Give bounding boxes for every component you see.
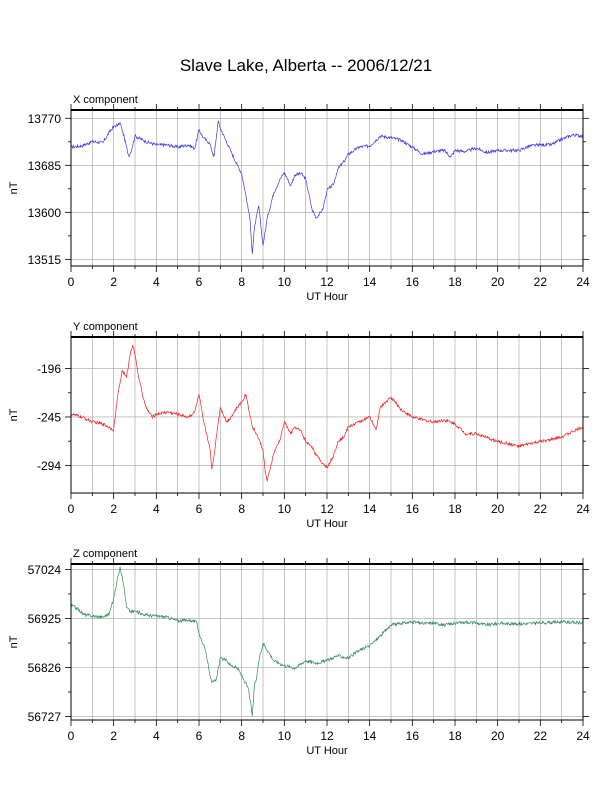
series-line <box>70 120 584 254</box>
x-tick-label: 10 <box>278 729 292 743</box>
x-tick-label: 22 <box>534 275 548 289</box>
y-tick-label: 13600 <box>28 206 62 220</box>
panel-subtitle: Y component <box>73 321 138 333</box>
y-tick-label: 57024 <box>28 563 62 577</box>
y-tick-label: 13515 <box>28 253 62 267</box>
x-tick-label: 2 <box>110 275 117 289</box>
y-tick-label: -245 <box>37 410 61 424</box>
y-tick-label: -196 <box>37 362 61 376</box>
x-tick-label: 4 <box>153 729 160 743</box>
x-tick-label: 6 <box>196 275 203 289</box>
y-tick-label: 13685 <box>28 159 62 173</box>
x-tick-label: 16 <box>406 729 420 743</box>
x-tick-label: 24 <box>576 502 590 516</box>
x-tick-label: 12 <box>320 275 334 289</box>
x-axis-label: UT Hour <box>306 291 348 303</box>
x-tick-label: 12 <box>320 729 334 743</box>
x-tick-label: 0 <box>68 502 75 516</box>
y-axis-label: nT <box>8 635 20 648</box>
x-tick-label: 12 <box>320 502 334 516</box>
y-tick-label: 56925 <box>28 612 62 626</box>
x-tick-label: 4 <box>153 275 160 289</box>
x-tick-label: 6 <box>196 502 203 516</box>
x-axis-label: UT Hour <box>306 518 348 530</box>
y-tick-label: -294 <box>37 459 61 473</box>
y-tick-label: 56826 <box>28 661 62 675</box>
x-tick-label: 8 <box>238 275 245 289</box>
x-tick-label: 16 <box>406 275 420 289</box>
panel-subtitle: X component <box>73 94 138 106</box>
x-tick-label: 14 <box>363 275 377 289</box>
x-tick-label: 20 <box>491 502 505 516</box>
page-title: Slave Lake, Alberta -- 2006/12/21 <box>179 56 433 75</box>
y-tick-label: 13770 <box>28 112 62 126</box>
series-line <box>70 344 584 482</box>
x-tick-label: 22 <box>534 502 548 516</box>
panel-subtitle: Z component <box>73 548 137 560</box>
x-tick-label: 14 <box>363 502 377 516</box>
x-tick-label: 24 <box>576 275 590 289</box>
x-tick-label: 0 <box>68 275 75 289</box>
y-axis-label: nT <box>8 408 20 421</box>
x-tick-label: 18 <box>448 729 462 743</box>
x-tick-label: 2 <box>110 729 117 743</box>
x-tick-label: 8 <box>238 502 245 516</box>
x-axis-label: UT Hour <box>306 745 348 757</box>
y-tick-label: 56727 <box>28 710 62 724</box>
x-tick-label: 0 <box>68 729 75 743</box>
x-tick-label: 16 <box>406 502 420 516</box>
x-tick-label: 2 <box>110 502 117 516</box>
x-tick-label: 4 <box>153 502 160 516</box>
y-axis-label: nT <box>8 181 20 194</box>
x-tick-label: 20 <box>491 729 505 743</box>
x-tick-label: 6 <box>196 729 203 743</box>
series-line <box>70 566 584 717</box>
x-tick-label: 18 <box>448 275 462 289</box>
x-tick-label: 22 <box>534 729 548 743</box>
x-tick-label: 14 <box>363 729 377 743</box>
x-tick-label: 10 <box>278 275 292 289</box>
x-tick-label: 24 <box>576 729 590 743</box>
x-tick-label: 20 <box>491 275 505 289</box>
x-tick-label: 18 <box>448 502 462 516</box>
x-tick-label: 10 <box>278 502 292 516</box>
x-tick-label: 8 <box>238 729 245 743</box>
